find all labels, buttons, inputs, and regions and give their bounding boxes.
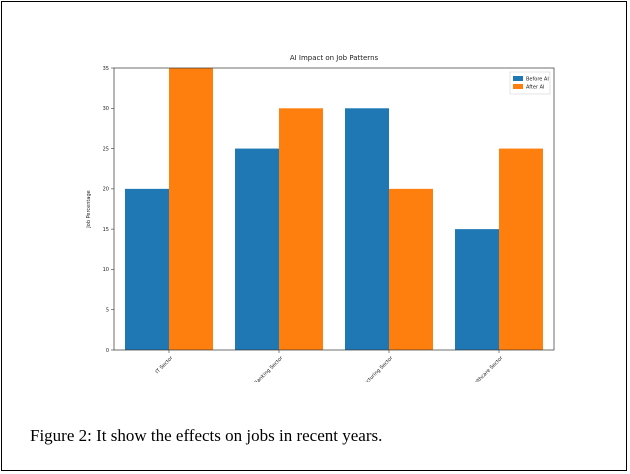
legend-label-before-ai: Before AI <box>526 77 549 83</box>
legend-box <box>509 71 551 95</box>
bar-before-ai-healthcare-sector <box>455 229 499 350</box>
x-tick-label: Manufacturing Sector <box>352 355 395 382</box>
legend-swatch-after-ai <box>513 84 523 89</box>
y-tick-label: 35 <box>103 66 109 72</box>
bar-chart: AI Impact on Job Patterns Job Percentage I… <box>64 42 564 382</box>
y-tick-label: 0 <box>106 348 109 354</box>
y-tick-label: 15 <box>103 227 109 233</box>
bar-after-ai-healthcare-sector <box>499 148 543 350</box>
bar-after-ai-manufacturing-sector <box>389 188 433 350</box>
y-tick-label: 30 <box>103 106 109 112</box>
x-tick-label: IT Sector <box>154 355 175 376</box>
x-tick-label: Banking Sector <box>253 355 285 382</box>
legend-label-after-ai: After AI <box>526 85 545 91</box>
bar-before-ai-manufacturing-sector <box>345 108 389 351</box>
bar-before-ai-it-sector <box>125 188 169 350</box>
y-axis-label: Job Percentage <box>86 190 92 228</box>
x-tick-label: Healthcare Sector <box>468 355 505 382</box>
y-tick-label: 10 <box>103 267 109 273</box>
chart-title: AI Impact on Job Patterns <box>290 54 379 62</box>
figure-caption: Figure 2: It show the effects on jobs in… <box>30 426 383 445</box>
y-tick-label: 20 <box>103 187 109 193</box>
legend-swatch-before-ai <box>513 76 523 81</box>
chart-svg: AI Impact on Job Patterns Job Percentage I… <box>86 54 555 382</box>
plot-frame <box>113 67 555 351</box>
bar-after-ai-it-sector <box>169 68 213 350</box>
y-tick-label: 5 <box>106 308 109 314</box>
y-tick-label: 25 <box>103 146 109 152</box>
bar-before-ai-banking-sector <box>235 148 279 350</box>
bar-after-ai-banking-sector <box>279 108 323 351</box>
